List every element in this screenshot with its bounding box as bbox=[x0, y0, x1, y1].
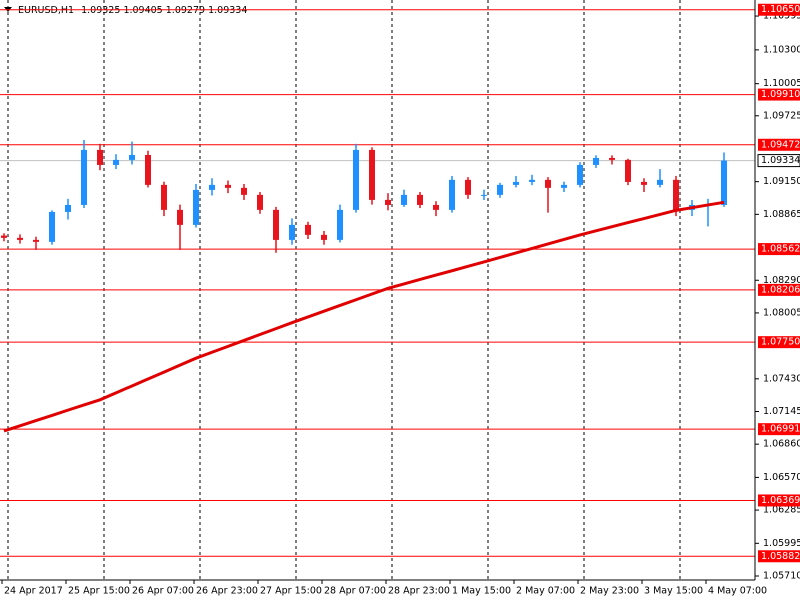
level-label-bg bbox=[758, 336, 800, 349]
candle-body bbox=[257, 194, 263, 210]
level-label-bg bbox=[758, 138, 800, 151]
candle-body bbox=[209, 184, 215, 190]
candle-body bbox=[273, 209, 279, 240]
moving-average bbox=[3, 200, 725, 433]
candle-body bbox=[417, 194, 423, 205]
candle-body bbox=[609, 157, 615, 160]
x-tick-label: 2 May 23:00 bbox=[580, 586, 639, 597]
x-tick-label: 28 Apr 23:00 bbox=[388, 586, 450, 597]
level-label-bg bbox=[758, 494, 800, 507]
candle-body bbox=[33, 239, 39, 242]
y-tick-label: 1.10005 bbox=[763, 78, 800, 89]
candle-body bbox=[97, 149, 103, 165]
y-tick-label: 1.06860 bbox=[763, 439, 800, 450]
level-label: 1.06369 bbox=[761, 495, 800, 506]
level-label: 1.08206 bbox=[761, 284, 800, 295]
candle-body bbox=[721, 160, 727, 205]
y-tick-label: 1.09150 bbox=[763, 176, 800, 187]
candle-body bbox=[305, 224, 311, 235]
level-label-bg bbox=[758, 283, 800, 296]
x-tick-label: 2 May 07:00 bbox=[516, 586, 575, 597]
level-label: 1.08562 bbox=[761, 244, 800, 255]
x-tick-label: 3 May 15:00 bbox=[644, 586, 703, 597]
y-tick-label: 1.08290 bbox=[763, 275, 800, 286]
candle-body bbox=[513, 181, 519, 185]
candle-body bbox=[65, 204, 71, 212]
candle-body bbox=[385, 199, 391, 205]
candle-body bbox=[561, 184, 567, 188]
candle-body bbox=[337, 209, 343, 240]
y-tick-label: 1.07430 bbox=[763, 373, 800, 384]
x-tick-label: 26 Apr 23:00 bbox=[196, 586, 258, 597]
level-label: 1.09910 bbox=[761, 89, 800, 100]
candle-body bbox=[129, 154, 135, 160]
candle-body bbox=[593, 157, 599, 165]
candle-body bbox=[545, 179, 551, 188]
candle-body bbox=[289, 224, 295, 240]
level-label-bg bbox=[758, 550, 800, 563]
y-tick-label: 1.10300 bbox=[763, 44, 800, 55]
y-tick-label: 1.05710 bbox=[763, 570, 800, 581]
candle-body bbox=[673, 179, 679, 210]
candle-body bbox=[497, 184, 503, 195]
level-label-bg bbox=[758, 3, 800, 16]
candle-body bbox=[17, 237, 23, 240]
candle-body bbox=[225, 184, 231, 188]
level-label-bg bbox=[758, 88, 800, 101]
candle-body bbox=[49, 211, 55, 242]
candle-body bbox=[369, 149, 375, 200]
y-tick-label: 1.08005 bbox=[763, 307, 800, 318]
candle-body bbox=[145, 154, 151, 185]
candle-body bbox=[449, 179, 455, 210]
candle-body bbox=[465, 179, 471, 195]
last-price-label: 1.09334 bbox=[761, 155, 800, 166]
level-label: 1.10650 bbox=[761, 4, 800, 15]
candle-body bbox=[641, 181, 647, 185]
level-label-bg bbox=[758, 243, 800, 256]
candle-body bbox=[177, 209, 183, 225]
candle-body bbox=[577, 164, 583, 185]
candle-body bbox=[321, 234, 327, 240]
y-tick-label: 1.10595 bbox=[763, 11, 800, 22]
candle-body bbox=[241, 187, 247, 195]
x-tick-label: 27 Apr 15:00 bbox=[260, 586, 322, 597]
y-tick-label: 1.05995 bbox=[763, 538, 800, 549]
candle-body bbox=[481, 194, 487, 196]
level-label: 1.06991 bbox=[761, 424, 800, 435]
x-tick-label: 24 Apr 2017 bbox=[4, 586, 63, 597]
y-tick-label: 1.07145 bbox=[763, 406, 800, 417]
candle-body bbox=[433, 204, 439, 210]
x-tick-label: 26 Apr 07:00 bbox=[132, 586, 194, 597]
candle-body bbox=[625, 159, 631, 182]
candle-body bbox=[193, 189, 199, 225]
candle-body bbox=[81, 149, 87, 205]
y-tick-label: 1.09725 bbox=[763, 110, 800, 121]
y-tick-label: 1.06285 bbox=[763, 505, 800, 516]
candle-body bbox=[529, 179, 535, 182]
candle-body bbox=[161, 184, 167, 210]
candle-body bbox=[401, 194, 407, 205]
x-tick-label: 4 May 07:00 bbox=[708, 586, 767, 597]
y-tick-label: 1.06570 bbox=[763, 472, 800, 483]
x-tick-label: 28 Apr 07:00 bbox=[324, 586, 386, 597]
last-price-bg bbox=[757, 154, 800, 168]
x-tick-label: 1 May 15:00 bbox=[452, 586, 511, 597]
candle-body bbox=[1, 235, 7, 238]
level-label: 1.07750 bbox=[761, 337, 800, 348]
x-tick-label: 25 Apr 15:00 bbox=[68, 586, 130, 597]
level-label-bg bbox=[758, 423, 800, 436]
level-label: 1.09472 bbox=[761, 139, 800, 150]
candle-body bbox=[353, 149, 359, 210]
y-tick-label: 1.08865 bbox=[763, 209, 800, 220]
candle-body bbox=[113, 159, 119, 165]
level-label: 1.05882 bbox=[761, 551, 800, 562]
candle-body bbox=[657, 179, 663, 185]
